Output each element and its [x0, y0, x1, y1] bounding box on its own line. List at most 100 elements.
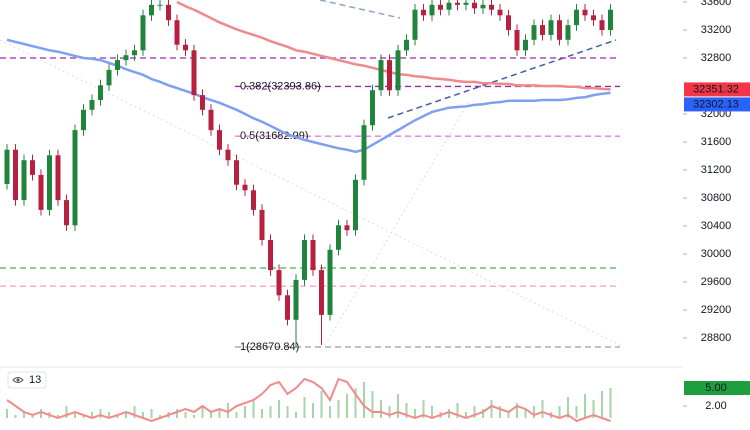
volume-bar [465, 412, 467, 418]
volume-bar [82, 415, 85, 418]
candle-body [174, 20, 180, 45]
volume-bar [210, 412, 212, 418]
candle-body [599, 20, 605, 31]
volume-tag [684, 381, 750, 395]
candle-body [412, 9, 418, 40]
volume-bar [74, 412, 76, 418]
volume-bar [116, 415, 119, 418]
volume-bar [159, 415, 161, 418]
candle-body [21, 160, 27, 201]
candle-body [268, 239, 273, 271]
candle-body [47, 155, 52, 210]
volume-bar [482, 409, 484, 418]
volume-bar [422, 400, 425, 418]
y-tick-label: 2.00 [705, 400, 726, 412]
moving-average [6, 38, 611, 154]
volume-bar [397, 394, 399, 418]
candle-body [506, 15, 511, 31]
volume-bar [252, 400, 255, 418]
candle-body [319, 270, 324, 315]
y-tick-label: 33200 [701, 24, 732, 36]
candle-body [191, 50, 197, 96]
candle-body [582, 9, 588, 16]
trend-line [387, 39, 617, 119]
candle-body [489, 4, 494, 10]
candle-body [540, 25, 545, 35]
y-tick-label: 32800 [701, 52, 732, 64]
candle-body [251, 190, 256, 210]
candle-body [531, 25, 537, 40]
eye-icon [12, 377, 24, 383]
volume-bar [609, 388, 612, 418]
candle-body [378, 60, 384, 91]
candle-body [353, 179, 358, 231]
candle-body [259, 209, 265, 240]
trend-line [319, 0, 401, 19]
y-tick-label: 29200 [701, 304, 732, 316]
volume-bar [23, 412, 25, 418]
volume-bar [499, 406, 501, 418]
volume-bar [354, 388, 357, 418]
volume-bar [125, 412, 127, 418]
candle-body [123, 55, 129, 61]
volume-bar [601, 391, 603, 418]
volume-bar [261, 409, 263, 418]
candle-body [557, 20, 562, 40]
volume-tag-label: 5.00 [705, 382, 726, 394]
candle-body [157, 4, 163, 6]
volume-bar [286, 406, 289, 418]
candle-body [548, 20, 554, 35]
legend-box [7, 371, 47, 389]
volume-bar [133, 406, 136, 418]
moving-average [176, 0, 611, 91]
volume-bar [176, 409, 178, 418]
candle-body [421, 9, 426, 16]
candle-body [336, 225, 341, 250]
candle-body [81, 109, 86, 131]
volume-bar [6, 409, 8, 418]
candle-body [242, 184, 248, 191]
y-tick-label: 30800 [701, 192, 732, 204]
volume-bar [592, 400, 595, 418]
volume-bar [312, 403, 314, 418]
y-tick-label: 29600 [701, 276, 732, 288]
candle-body [55, 155, 61, 201]
indicator-legend[interactable]: 13 [7, 371, 47, 389]
volume-bar [584, 394, 586, 418]
volume-bar [405, 403, 408, 418]
candle-body [140, 15, 146, 51]
y-tick-label: 31600 [701, 136, 732, 148]
volume-bar [346, 394, 348, 418]
candle-body [234, 160, 239, 185]
candle-body [480, 4, 486, 9]
candle-body [276, 270, 282, 296]
volume-bar [380, 400, 382, 418]
volume-bar [40, 409, 42, 418]
volume-bar [184, 412, 187, 418]
volume-bar [558, 406, 561, 418]
candle-body [98, 85, 103, 101]
candle-body [64, 200, 69, 226]
volume-bar [303, 397, 306, 418]
candle-body [429, 4, 435, 16]
price-tag [684, 97, 750, 112]
volume-bar [431, 406, 433, 418]
volume-bar [363, 382, 365, 418]
candle-body [497, 9, 503, 16]
volume-bar [99, 409, 102, 418]
candle-body [132, 50, 137, 56]
volume-bar [295, 412, 297, 418]
volume-bar [371, 391, 374, 418]
volume-bar [541, 400, 544, 418]
volume-bar [57, 415, 59, 418]
candle-body [115, 60, 120, 70]
volume-bar [473, 406, 476, 418]
candle-body [463, 2, 469, 5]
volume-bar [235, 412, 238, 418]
candle-body [591, 15, 596, 21]
candle-body [395, 50, 401, 91]
volume-bar [193, 415, 195, 418]
y-tick-label: 28800 [701, 332, 732, 344]
volume-bar [278, 400, 280, 418]
